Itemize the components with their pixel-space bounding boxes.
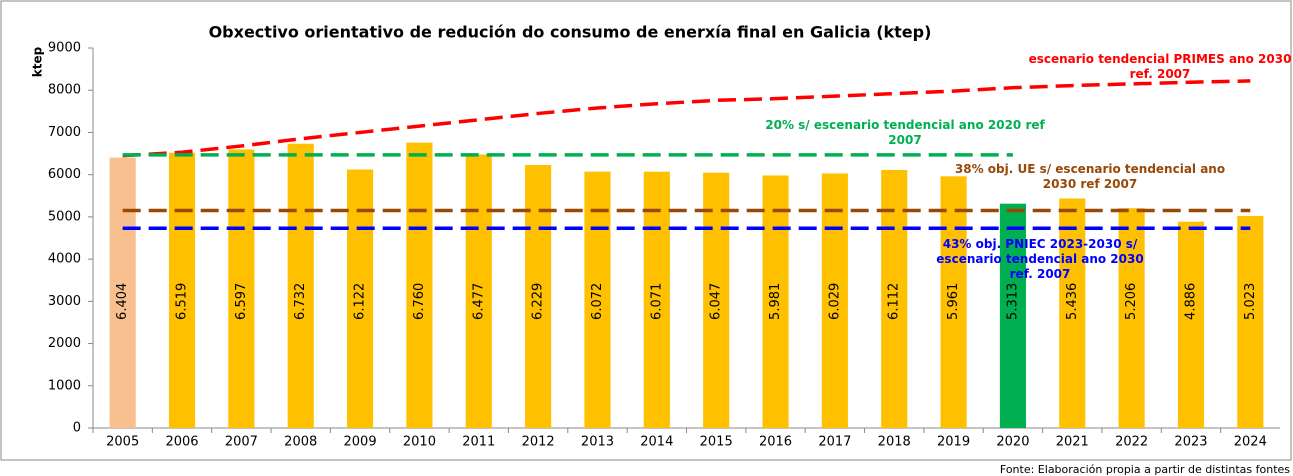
x-tick-label: 2005 [106, 435, 139, 450]
y-tick-label: 6000 [48, 167, 81, 182]
value-label: 6.047 [709, 283, 724, 320]
bar [762, 175, 789, 428]
x-tick-label: 2010 [403, 435, 436, 450]
line-annotation: escenario tendencial PRIMES ano 2030 ref… [1028, 52, 1292, 81]
bar [1177, 221, 1205, 428]
bar [287, 143, 314, 428]
bar [347, 169, 374, 428]
value-label: 5.981 [768, 283, 783, 320]
x-tick-label: 2022 [1115, 435, 1148, 450]
x-tick-label: 2015 [700, 435, 733, 450]
value-label: 6.519 [175, 283, 190, 320]
y-tick-label: 5000 [48, 209, 81, 224]
bar [1118, 208, 1145, 428]
x-tick-label: 2021 [1056, 435, 1089, 450]
y-tick-label: 0 [73, 421, 81, 436]
x-tick-label: 2019 [937, 435, 970, 450]
y-tick-label: 1000 [48, 378, 81, 393]
value-label: 5.206 [1124, 283, 1139, 320]
x-tick-label: 2012 [522, 435, 555, 450]
bar [584, 171, 611, 429]
bar [643, 171, 670, 428]
x-tick-label: 2016 [759, 435, 792, 450]
value-label: 5.023 [1243, 283, 1258, 320]
value-label: 4.886 [1183, 283, 1198, 320]
bar [406, 142, 433, 429]
bar [228, 149, 255, 428]
y-tick-label: 9000 [48, 41, 81, 56]
line-annotation: 43% obj. PNIEC 2023-2030 s/ escenario te… [936, 237, 1144, 281]
value-label: 6.404 [115, 283, 130, 320]
dashed-line [122, 79, 1251, 158]
source: Fonte: Elaboración propia a partir de di… [1000, 463, 1290, 476]
bar [821, 173, 848, 428]
y-tick-label: 3000 [48, 294, 81, 309]
bar [999, 203, 1026, 428]
value-label: 6.477 [471, 283, 486, 320]
x-tick-label: 2008 [284, 435, 317, 450]
x-tick-label: 2020 [996, 435, 1029, 450]
bar [465, 154, 492, 428]
bar [168, 152, 196, 428]
x-tick-label: 2013 [581, 435, 614, 450]
value-label: 6.122 [353, 283, 368, 320]
value-label: 5.436 [1065, 283, 1080, 320]
value-label: 6.029 [827, 283, 842, 320]
bar [881, 169, 908, 428]
value-label: 6.760 [412, 283, 427, 320]
bar [1237, 215, 1264, 428]
bar [109, 157, 136, 428]
value-label: 6.229 [531, 283, 546, 320]
x-tick-label: 2014 [640, 435, 673, 450]
x-tick-label: 2017 [818, 435, 851, 450]
value-label: 6.112 [887, 283, 902, 320]
y-tick-label: 4000 [48, 252, 81, 267]
x-tick-label: 2023 [1174, 435, 1207, 450]
value-label: 6.732 [293, 283, 308, 320]
y-tick-label: 8000 [48, 83, 81, 98]
bar [703, 172, 730, 428]
value-label: 6.597 [234, 283, 249, 320]
line-annotation: 20% s/ escenario tendencial ano 2020 ref… [765, 118, 1045, 147]
bar [940, 176, 967, 428]
chart-title: Obxectivo orientativo de redución do con… [209, 23, 932, 42]
x-tick-label: 2006 [165, 435, 198, 450]
x-tick-label: 2011 [462, 435, 495, 450]
line-annotation: 38% obj. UE s/ escenario tendencial ano … [954, 162, 1226, 191]
y-tick-label: 2000 [48, 336, 81, 351]
value-label: 5.961 [946, 283, 961, 320]
value-label: 6.071 [649, 283, 664, 320]
value-label: 5.313 [1005, 283, 1020, 320]
x-tick-label: 2018 [878, 435, 911, 450]
bar [1059, 198, 1086, 428]
value-label: 6.072 [590, 283, 605, 320]
y-axis-label: ktep [31, 46, 45, 77]
x-tick-label: 2007 [225, 435, 258, 450]
x-tick-label: 2024 [1234, 435, 1267, 450]
x-tick-label: 2009 [344, 435, 377, 450]
y-tick-label: 7000 [48, 125, 81, 140]
